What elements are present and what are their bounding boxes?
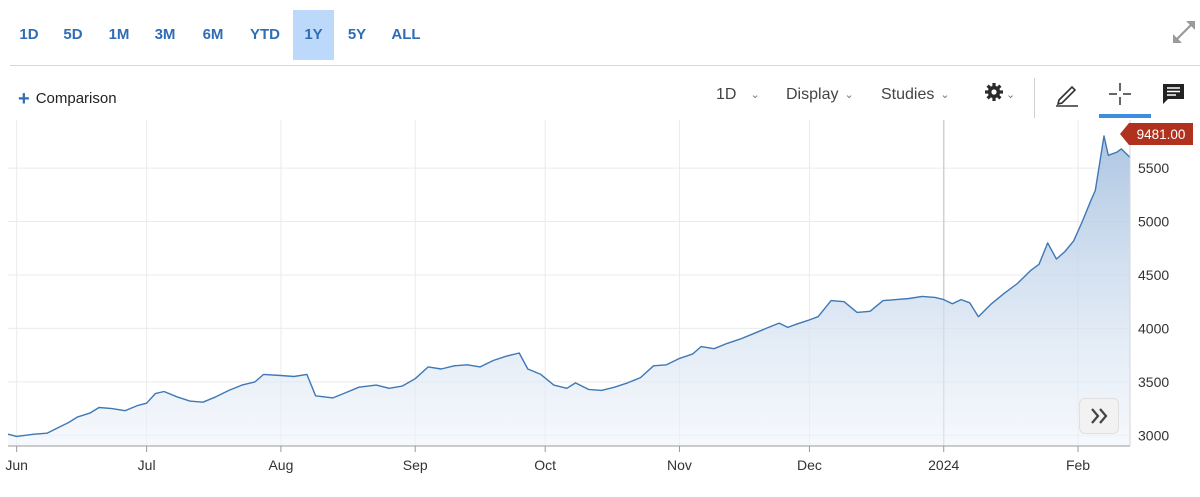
double-chevron-right-icon: [1091, 408, 1108, 424]
studies-dropdown[interactable]: Studies ⌄: [881, 86, 950, 104]
display-dropdown[interactable]: Display ⌄: [786, 86, 854, 104]
settings-dropdown[interactable]: ⌄: [984, 82, 1015, 104]
range-1y[interactable]: 1Y: [293, 10, 334, 60]
chevron-down-icon: ⌄: [750, 89, 760, 101]
x-tick-label: Aug: [268, 457, 293, 473]
x-tick-label: Jun: [5, 457, 28, 473]
expand-icon[interactable]: [1170, 18, 1198, 46]
gear-icon: [985, 83, 1003, 101]
interval-label: 1D: [716, 86, 737, 103]
studies-label: Studies: [881, 86, 935, 103]
current-price-badge: 9481.00: [1120, 123, 1193, 145]
range-all[interactable]: ALL: [391, 26, 421, 43]
chevron-down-icon: ⌄: [1006, 89, 1016, 101]
pencil-icon[interactable]: [1053, 80, 1081, 108]
x-tick-label: Jul: [138, 457, 156, 473]
chart-toolbar: + Comparison 1D ⌄ Display ⌄ Studies ⌄ ⌄: [0, 66, 1200, 120]
range-1m[interactable]: 1M: [108, 26, 130, 43]
chart-series: [7, 135, 1131, 446]
y-tick-label: 3000: [1138, 427, 1169, 443]
x-tick-label: Oct: [534, 457, 556, 473]
interval-dropdown[interactable]: 1D ⌄: [716, 86, 760, 104]
chevron-down-icon: ⌄: [940, 89, 950, 101]
crosshair-icon[interactable]: [1106, 80, 1134, 108]
toolbar-separator: [1034, 78, 1035, 118]
price-area: [8, 136, 1130, 446]
x-tick-label: Dec: [797, 457, 822, 473]
x-tick-label: Nov: [667, 457, 692, 473]
y-tick-label: 5500: [1138, 160, 1169, 176]
price-line: [7, 135, 1131, 438]
display-label: Display: [786, 86, 839, 103]
y-tick-label: 3500: [1138, 374, 1169, 390]
y-tick-label: 4000: [1138, 320, 1169, 336]
chevron-down-icon: ⌄: [844, 89, 854, 101]
range-5y[interactable]: 5Y: [347, 26, 367, 43]
range-5d[interactable]: 5D: [63, 26, 83, 43]
chart-axes: 3000 3500 4000 4500 5000 5500 Jun Jul Aug Sep Oct N…: [5, 120, 1169, 473]
range-selector: 1D 5D 1M 3M 6M YTD 1Y 5Y ALL: [0, 10, 1200, 60]
comment-icon[interactable]: [1160, 80, 1188, 108]
range-6m[interactable]: 6M: [202, 26, 224, 43]
toolbar-divider: [10, 65, 1200, 66]
range-ytd[interactable]: YTD: [250, 26, 280, 43]
range-1d[interactable]: 1D: [19, 26, 39, 43]
comparison-label: Comparison: [35, 90, 117, 107]
scroll-to-latest-button[interactable]: [1079, 398, 1119, 434]
active-tool-indicator: [1099, 114, 1151, 118]
x-tick-label: Feb: [1066, 457, 1090, 473]
x-tick-label: Sep: [403, 457, 428, 473]
comparison-button[interactable]: + Comparison: [18, 88, 117, 111]
current-price-label: 9481.00: [1137, 127, 1186, 142]
plus-icon: +: [18, 88, 30, 110]
y-tick-label: 5000: [1138, 214, 1169, 230]
range-3m[interactable]: 3M: [154, 26, 176, 43]
y-tick-label: 4500: [1138, 267, 1169, 283]
x-tick-label: 2024: [928, 457, 959, 473]
